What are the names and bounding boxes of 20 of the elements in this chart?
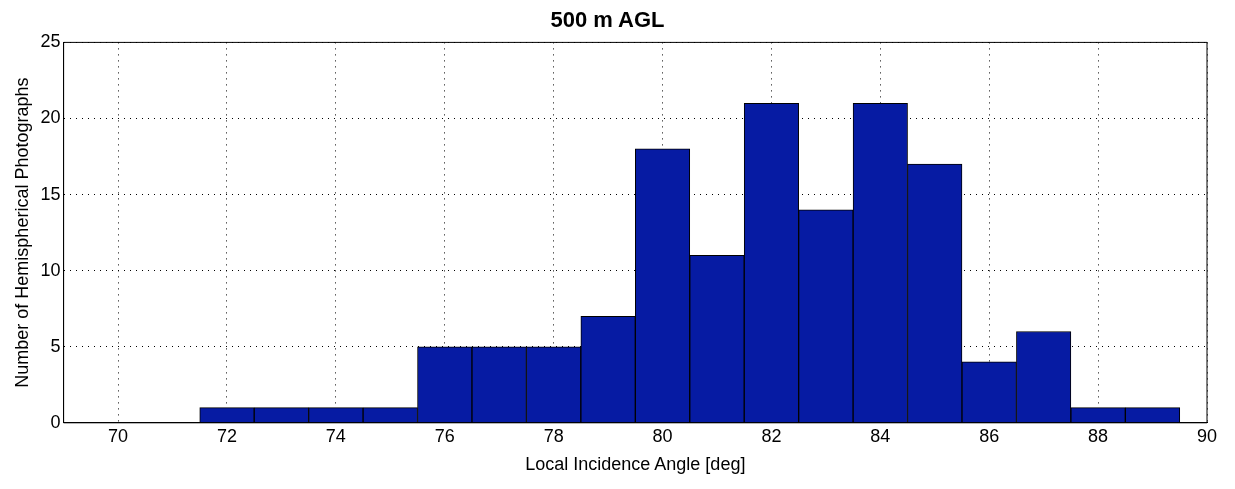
y-tick-label: 10	[40, 259, 61, 280]
x-tick-label: 78	[543, 425, 564, 446]
x-tick-label: 70	[108, 425, 129, 446]
x-axis-title: Local Incidence Angle [deg]	[525, 454, 746, 475]
y-axis-title: Number of Hemispherical Photographs	[11, 77, 32, 388]
x-tick-label: 90	[1196, 425, 1218, 446]
y-tick-label: 0	[50, 411, 61, 432]
y-tick-label: 20	[40, 107, 61, 128]
x-tick-label: 80	[652, 425, 673, 446]
x-tick-label: 74	[325, 425, 346, 446]
x-tick-label: 82	[761, 425, 782, 446]
x-tick-label: 72	[216, 425, 237, 446]
y-tick-label: 25	[40, 31, 61, 52]
chart-title: 500 m AGL	[550, 7, 665, 33]
x-tick-label: 86	[979, 425, 1000, 446]
x-tick-label: 76	[434, 425, 455, 446]
y-tick-label: 5	[50, 335, 61, 356]
x-tick-label: 88	[1088, 425, 1109, 446]
x-tick-label: 84	[870, 425, 891, 446]
y-tick-label: 15	[40, 183, 61, 204]
